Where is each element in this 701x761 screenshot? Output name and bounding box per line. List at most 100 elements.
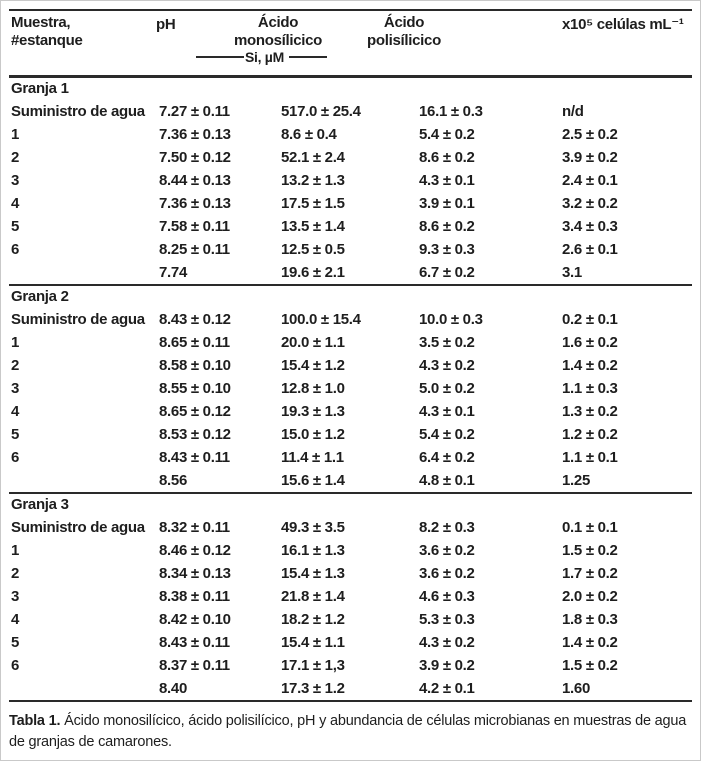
cell-poli: 4.3 ± 0.1 (419, 403, 475, 420)
table-row: 3 8.55 ± 0.10 12.8 ± 1.0 5.0 ± 0.2 1.1 ±… (9, 377, 692, 400)
cell-mono: 18.2 ± 1.2 (281, 611, 345, 628)
cell-ph: 8.38 ± 0.11 (159, 588, 230, 605)
caption-text: Ácido monosilícico, ácido polisilícico, … (9, 713, 687, 750)
table-row: 7.74 19.6 ± 2.1 6.7 ± 0.2 3.1 (9, 261, 692, 284)
cell-ph: 8.32 ± 0.11 (159, 519, 230, 536)
cell-muestra: 3 (11, 172, 20, 189)
cell-muestra: 2 (11, 149, 20, 166)
cell-poli: 16.1 ± 0.3 (419, 103, 483, 120)
cell-ph: 8.46 ± 0.12 (159, 542, 231, 559)
units-subheader: Si, µM (196, 49, 336, 65)
cell-muestra: 1 (11, 126, 20, 143)
cell-celulas: 3.4 ± 0.3 (562, 218, 618, 235)
cell-celulas: 1.3 ± 0.2 (562, 403, 618, 420)
cell-muestra: 5 (11, 218, 20, 235)
cell-muestra: 1 (11, 542, 20, 559)
cell-celulas: 1.5 ± 0.2 (562, 657, 618, 674)
cell-poli: 6.7 ± 0.2 (419, 264, 475, 281)
cell-ph: 8.65 ± 0.12 (159, 403, 231, 420)
section-rows: Suministro de agua 8.43 ± 0.12 100.0 ± 1… (9, 308, 692, 492)
cell-ph: 8.25 ± 0.11 (159, 241, 230, 258)
cell-mono: 52.1 ± 2.4 (281, 149, 345, 166)
cell-muestra: Suministro de agua (11, 311, 145, 328)
cell-mono: 21.8 ± 1.4 (281, 588, 345, 605)
cell-poli: 4.8 ± 0.1 (419, 472, 475, 489)
table-row: 5 7.58 ± 0.11 13.5 ± 1.4 8.6 ± 0.2 3.4 ±… (9, 215, 692, 238)
cell-poli: 3.9 ± 0.2 (419, 657, 475, 674)
cell-poli: 8.2 ± 0.3 (419, 519, 475, 536)
units-dash-left (196, 56, 244, 58)
cell-ph: 8.43 ± 0.11 (159, 449, 230, 466)
cell-ph: 8.56 (159, 472, 187, 489)
cell-muestra: 5 (11, 426, 20, 443)
column-header-muestra-line1: Muestra, (11, 14, 71, 31)
cell-mono: 16.1 ± 1.3 (281, 542, 345, 559)
cell-ph: 8.55 ± 0.10 (159, 380, 231, 397)
table-row: 2 8.58 ± 0.10 15.4 ± 1.2 4.3 ± 0.2 1.4 ±… (9, 354, 692, 377)
cell-ph: 7.74 (159, 264, 187, 281)
cell-mono: 15.6 ± 1.4 (281, 472, 345, 489)
cell-muestra: 4 (11, 611, 20, 628)
section-label: Granja 2 (11, 288, 69, 305)
table-row: 4 8.42 ± 0.10 18.2 ± 1.2 5.3 ± 0.3 1.8 ±… (9, 608, 692, 631)
table-row: Suministro de agua 8.32 ± 0.11 49.3 ± 3.… (9, 516, 692, 539)
cell-celulas: 1.1 ± 0.1 (562, 449, 618, 466)
table-caption: Tabla 1. Ácido monosilícico, ácido polis… (9, 711, 697, 753)
cell-celulas: 1.25 (562, 472, 590, 489)
cell-muestra (11, 469, 159, 492)
caption-label: Tabla 1. (9, 713, 61, 729)
table-row: 2 7.50 ± 0.12 52.1 ± 2.4 8.6 ± 0.2 3.9 ±… (9, 146, 692, 169)
cell-celulas: n/d (562, 103, 584, 120)
cell-muestra (11, 677, 159, 700)
cell-poli: 3.6 ± 0.2 (419, 565, 475, 582)
cell-ph: 8.34 ± 0.13 (159, 565, 231, 582)
cell-muestra: 3 (11, 588, 20, 605)
cell-muestra: 5 (11, 634, 20, 651)
table-section: Granja 3 Suministro de agua 8.32 ± 0.11 … (9, 492, 692, 700)
cell-poli: 8.6 ± 0.2 (419, 149, 475, 166)
column-header-muestra: Muestra, #estanque (11, 14, 83, 50)
cell-celulas: 0.1 ± 0.1 (562, 519, 618, 536)
cell-celulas: 1.7 ± 0.2 (562, 565, 618, 582)
column-header-acido-polisilicico: Ácido polisílicico (347, 14, 461, 50)
cell-mono: 12.5 ± 0.5 (281, 241, 345, 258)
section-rows: Suministro de agua 8.32 ± 0.11 49.3 ± 3.… (9, 516, 692, 700)
cell-ph: 7.50 ± 0.12 (159, 149, 231, 166)
table-row: 6 8.25 ± 0.11 12.5 ± 0.5 9.3 ± 0.3 2.6 ±… (9, 238, 692, 261)
cell-mono: 100.0 ± 15.4 (281, 311, 361, 328)
cell-mono: 15.4 ± 1.3 (281, 565, 345, 582)
cell-poli: 4.2 ± 0.1 (419, 680, 475, 697)
table-row: 3 8.38 ± 0.11 21.8 ± 1.4 4.6 ± 0.3 2.0 ±… (9, 585, 692, 608)
cell-celulas: 2.6 ± 0.1 (562, 241, 618, 258)
cell-muestra: 2 (11, 357, 20, 374)
cell-ph: 8.43 ± 0.12 (159, 311, 231, 328)
table-row: 6 8.37 ± 0.11 17.1 ± 1,3 3.9 ± 0.2 1.5 ±… (9, 654, 692, 677)
table-header: Muestra, #estanque pH Ácido monosílicico… (1, 1, 700, 75)
cell-mono: 13.2 ± 1.3 (281, 172, 345, 189)
cell-mono: 15.0 ± 1.2 (281, 426, 345, 443)
cell-celulas: 1.5 ± 0.2 (562, 542, 618, 559)
column-header-mono-line2: monosílicico (233, 32, 323, 49)
cell-poli: 5.3 ± 0.3 (419, 611, 475, 628)
cell-ph: 8.40 (159, 680, 187, 697)
cell-poli: 4.3 ± 0.1 (419, 172, 475, 189)
units-dash-right (288, 56, 327, 58)
cell-mono: 49.3 ± 3.5 (281, 519, 345, 536)
cell-celulas: 2.5 ± 0.2 (562, 126, 618, 143)
cell-celulas: 1.1 ± 0.3 (562, 380, 618, 397)
cell-ph: 7.27 ± 0.11 (159, 103, 230, 120)
column-header-poli-line2: polisílicico (367, 32, 441, 49)
cell-poli: 5.4 ± 0.2 (419, 126, 475, 143)
column-header-poli-line1: Ácido (383, 14, 425, 31)
cell-mono: 19.6 ± 2.1 (281, 264, 345, 281)
table-row: 1 8.65 ± 0.11 20.0 ± 1.1 3.5 ± 0.2 1.6 ±… (9, 331, 692, 354)
cell-ph: 7.36 ± 0.13 (159, 195, 231, 212)
cell-celulas: 1.4 ± 0.2 (562, 634, 618, 651)
cell-celulas: 1.2 ± 0.2 (562, 426, 618, 443)
cell-mono: 17.5 ± 1.5 (281, 195, 345, 212)
cell-ph: 8.42 ± 0.10 (159, 611, 231, 628)
cell-mono: 15.4 ± 1.2 (281, 357, 345, 374)
cell-ph: 8.43 ± 0.11 (159, 634, 230, 651)
cell-mono: 17.3 ± 1.2 (281, 680, 345, 697)
